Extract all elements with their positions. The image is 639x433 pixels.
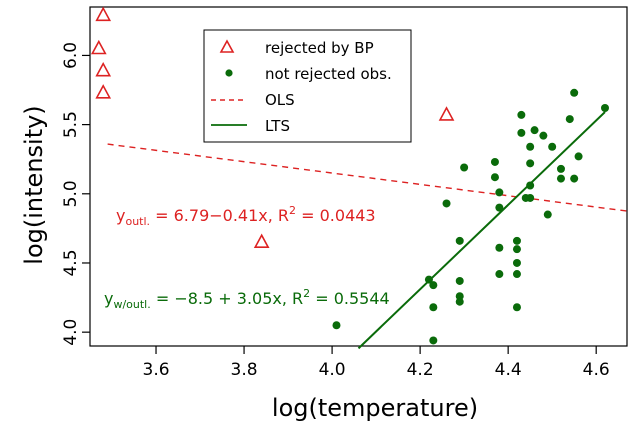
ols-eq-sub: outl. [125, 215, 150, 228]
legend-label-not-rejected: not rejected obs. [265, 65, 392, 83]
lts-eq-base: y [104, 289, 113, 308]
x-tick-label: 4.2 [407, 360, 434, 380]
observation-point [490, 157, 499, 166]
observation-point [455, 276, 464, 285]
y-tick-label: 5.0 [61, 180, 81, 207]
legend-label-ols: OLS [265, 91, 295, 109]
observation-point [332, 321, 341, 330]
observation-point [600, 104, 609, 113]
observation-point [570, 174, 579, 183]
observation-point [442, 199, 451, 208]
observation-point [526, 181, 535, 190]
observation-point [455, 236, 464, 245]
observation-point [512, 303, 521, 312]
lts-eq-sup: 2 [303, 287, 310, 300]
observation-point [495, 243, 504, 252]
observation-point [512, 258, 521, 267]
observation-point [521, 193, 530, 202]
observation-point [517, 128, 526, 137]
observation-point [548, 142, 557, 151]
observation-point [526, 159, 535, 168]
y-tick-label: 4.5 [61, 249, 81, 276]
y-axis: 4.0 4.5 5.0 5.5 6.0 [61, 42, 90, 346]
rejected-point [95, 6, 112, 22]
observation-point [556, 164, 565, 173]
x-tick-label: 4.0 [319, 360, 346, 380]
observation-point [512, 270, 521, 279]
ols-eq-sup: 2 [289, 204, 296, 217]
observation-point [455, 297, 464, 306]
y-tick-label: 4.0 [61, 319, 81, 346]
observation-point [565, 115, 574, 124]
observation-point [495, 188, 504, 197]
lts-eq-body: = −8.5 + 3.05x, R [151, 289, 303, 308]
observation-point [429, 303, 438, 312]
observation-point [570, 88, 579, 97]
legend-box [203, 29, 412, 143]
y-axis-title: log(intensity) [20, 105, 48, 264]
legend-dot-marker [225, 69, 233, 77]
ols-eq-body: = 6.79−0.41x, R [150, 206, 289, 225]
rejected-point [95, 84, 112, 99]
observation-point [495, 270, 504, 279]
observation-point [429, 281, 438, 290]
observation-point [429, 336, 438, 345]
observation-point [556, 174, 565, 183]
observation-point [530, 126, 539, 135]
observation-point [539, 131, 548, 140]
ols-eq-tail: = 0.0443 [296, 206, 376, 225]
observation-point [495, 203, 504, 212]
lts-eq-tail: = 0.5544 [310, 289, 390, 308]
legend: rejected by BP not rejected obs. OLS LTS [203, 29, 412, 143]
y-tick-label: 6.0 [61, 42, 81, 69]
observation-point [512, 236, 521, 245]
x-tick-label: 4.6 [583, 360, 610, 380]
x-axis-title: log(temperature) [272, 394, 478, 422]
legend-triangle-marker [219, 39, 235, 53]
x-tick-label: 3.8 [231, 360, 258, 380]
rejected-point [438, 106, 455, 121]
observation-point [424, 275, 433, 284]
x-tick-label: 4.4 [495, 360, 522, 380]
legend-label-lts: LTS [265, 117, 290, 135]
y-tick-label: 5.5 [61, 111, 81, 138]
observation-point [460, 163, 469, 172]
observation-point [517, 110, 526, 119]
observation-point [526, 142, 535, 151]
lts-eq-sub: w/outl. [113, 298, 150, 311]
rejected-point [90, 39, 107, 55]
observation-point [490, 173, 499, 182]
observation-point [543, 210, 552, 219]
observation-point [455, 292, 464, 301]
plot-frame [89, 6, 628, 347]
ols-fit-line [107, 143, 628, 212]
observation-point [574, 152, 583, 161]
rejected-point [95, 61, 112, 77]
observation-point [512, 245, 521, 254]
data-points [90, 6, 609, 345]
ols-equation: youtl. = 6.79−0.41x, R2 = 0.0443 [116, 204, 376, 228]
x-tick-label: 3.6 [143, 360, 170, 380]
lts-fit-line [357, 111, 606, 350]
rejected-point [253, 233, 270, 249]
legend-label-rejected: rejected by BP [265, 39, 374, 57]
ols-eq-base: y [116, 206, 125, 225]
x-axis: 3.6 3.8 4.0 4.2 4.4 4.6 [143, 346, 610, 380]
lts-equation: yw/outl. = −8.5 + 3.05x, R2 = 0.5544 [104, 287, 390, 311]
fit-lines [107, 111, 628, 350]
